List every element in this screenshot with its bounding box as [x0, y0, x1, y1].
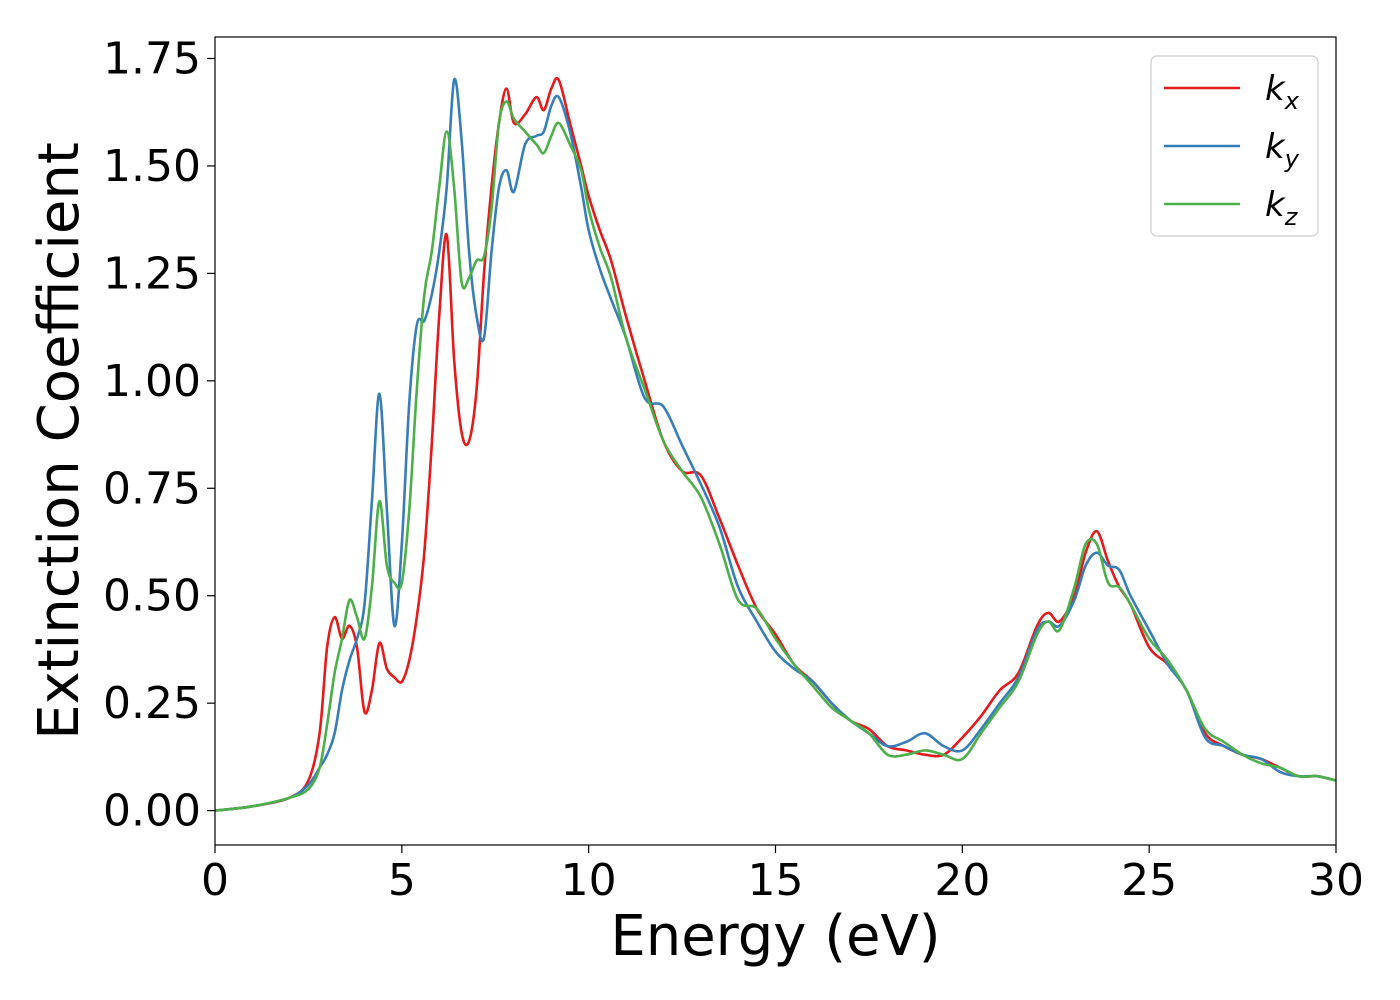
y-tick-label: 0.50 — [103, 571, 201, 622]
x-tick-label: 20 — [934, 855, 990, 906]
x-axis-ticks: 0 5 10 15 20 25 30 — [201, 845, 1364, 906]
y-tick-label: 1.75 — [103, 33, 201, 84]
y-tick-label: 0.75 — [103, 463, 201, 514]
y-axis-label: Extinction Coefficient — [27, 142, 92, 740]
y-tick-label: 1.50 — [103, 141, 201, 192]
series-line-ky — [214, 77, 1337, 812]
series-line-kx — [214, 76, 1337, 812]
series-lines — [214, 76, 1337, 812]
legend-label-base: k — [1265, 185, 1286, 225]
x-tick-label: 0 — [201, 855, 229, 906]
x-axis-label: Energy (eV) — [610, 904, 940, 969]
y-tick-label: 1.00 — [103, 356, 201, 407]
y-tick-label: 1.25 — [103, 248, 201, 299]
x-tick-label: 15 — [748, 855, 804, 906]
x-tick-label: 10 — [561, 855, 617, 906]
y-axis-ticks: 0.00 0.25 0.50 0.75 1.00 1.25 1.50 1.75 — [103, 33, 215, 837]
series-line-kz — [214, 100, 1337, 812]
x-tick-label: 25 — [1121, 855, 1177, 906]
legend-label-ky: ky — [1265, 127, 1300, 173]
legend-label-subscript: y — [1284, 145, 1300, 173]
x-tick-label: 30 — [1308, 855, 1364, 906]
x-tick-label: 5 — [388, 855, 416, 906]
y-tick-label: 0.00 — [103, 786, 201, 837]
legend-label-subscript: z — [1284, 203, 1299, 231]
legend-label-kx: kx — [1265, 69, 1300, 115]
legend-label-base: k — [1265, 69, 1286, 109]
y-tick-label: 0.25 — [103, 678, 201, 729]
legend-label-subscript: x — [1284, 87, 1300, 115]
legend-label-kz: kz — [1265, 185, 1299, 231]
legend-label-base: k — [1265, 127, 1286, 167]
